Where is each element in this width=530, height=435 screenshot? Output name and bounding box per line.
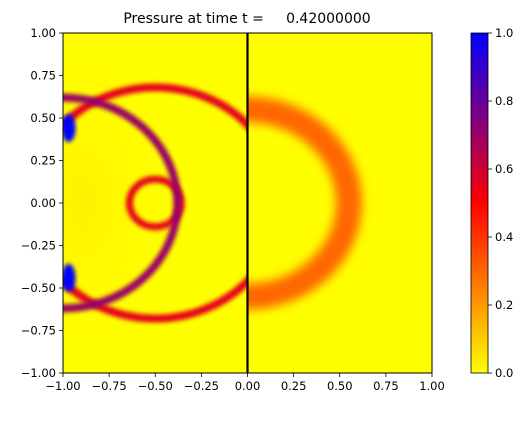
colorbar-axis: 0.0 0.2 0.4 0.6 0.8 1.0 xyxy=(488,26,513,380)
x-tick-label: −0.25 xyxy=(184,379,219,393)
colorbar-tick-label: 0.0 xyxy=(495,366,513,380)
y-tick-label: −0.75 xyxy=(21,324,56,338)
x-tick-label: 1.00 xyxy=(419,379,445,393)
plot-area xyxy=(63,33,432,373)
colorbar-tick-label: 0.2 xyxy=(495,298,513,312)
pressure-ring xyxy=(63,83,247,323)
x-tick-label: −1.00 xyxy=(45,379,80,393)
y-tick-label: 0.50 xyxy=(30,111,56,125)
x-tick-label: 0.25 xyxy=(281,379,307,393)
x-tick-label: 0.50 xyxy=(327,379,353,393)
pressure-spot xyxy=(63,114,76,143)
pressure-ring xyxy=(63,93,182,313)
y-tick-label: −0.50 xyxy=(21,281,56,295)
colorbar-gradient xyxy=(470,32,489,374)
colorbar: 0.0 0.2 0.4 0.6 0.8 1.0 xyxy=(470,26,513,380)
y-tick-label: 1.00 xyxy=(30,26,56,40)
colorbar-tick-label: 0.6 xyxy=(495,162,513,176)
pressure-spot xyxy=(63,263,76,292)
x-tick-label: 0.75 xyxy=(373,379,399,393)
x-axis: −1.00 −0.75 −0.50 −0.25 0.00 0.25 0.50 0.75 1.00 xyxy=(45,373,445,393)
chart-title: Pressure at time t = 0.42000000 xyxy=(123,11,370,27)
colorbar-tick-label: 0.4 xyxy=(495,230,513,244)
colorbar-tick-label: 0.8 xyxy=(495,94,513,108)
y-tick-label: 0.75 xyxy=(30,69,56,83)
x-tick-label: −0.50 xyxy=(138,379,173,393)
y-tick-label: −1.00 xyxy=(21,366,56,380)
colorbar-tick-label: 1.0 xyxy=(495,26,513,40)
y-tick-label: −0.25 xyxy=(21,239,56,253)
y-axis: 1.00 0.75 0.50 0.25 0.00 −0.25 −0.50 −0.75 −1.00 xyxy=(21,26,63,380)
x-tick-label: −0.75 xyxy=(92,379,127,393)
y-tick-label: 0.00 xyxy=(30,196,56,210)
y-tick-label: 0.25 xyxy=(30,154,56,168)
x-tick-label: 0.00 xyxy=(235,379,261,393)
